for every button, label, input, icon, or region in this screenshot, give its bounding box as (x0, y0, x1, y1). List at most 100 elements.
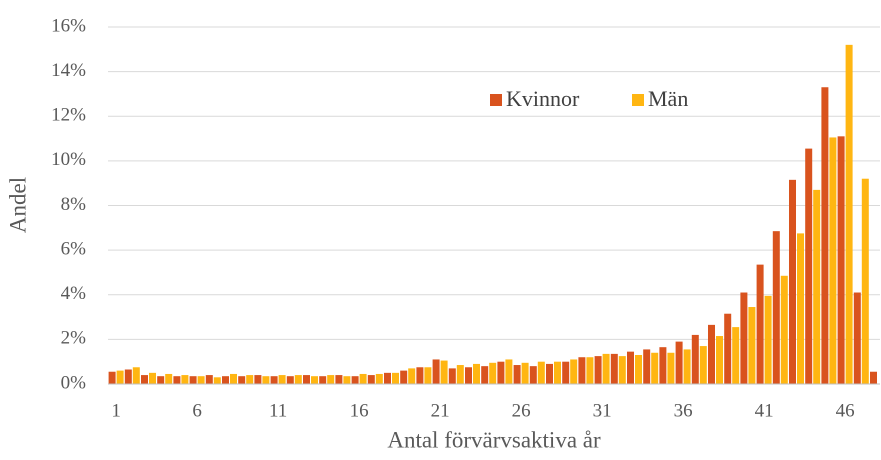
bar (805, 148, 813, 384)
bar (764, 295, 772, 384)
bar (837, 136, 845, 384)
bar (473, 363, 480, 384)
bar (286, 376, 294, 384)
bar (562, 361, 570, 384)
bar (303, 375, 310, 384)
bar (456, 365, 464, 384)
bar (683, 349, 691, 384)
bar (756, 264, 764, 384)
y-tick-label: 14% (51, 60, 86, 81)
bar (797, 233, 804, 384)
bar (780, 275, 788, 384)
bar (643, 349, 651, 384)
x-tick-label: 36 (674, 400, 693, 421)
bar (448, 368, 456, 384)
legend-text: Män (648, 86, 688, 111)
bar (465, 367, 472, 384)
bar (319, 376, 327, 384)
x-tick-label: 16 (350, 400, 369, 421)
bar (440, 360, 448, 384)
bar (335, 375, 343, 384)
bar (546, 363, 553, 384)
bar (254, 375, 262, 384)
bar (651, 352, 659, 384)
bar (675, 341, 683, 384)
bar (724, 313, 732, 384)
bar (262, 376, 270, 384)
bar (108, 371, 116, 384)
bar (667, 352, 675, 384)
bar (311, 376, 318, 384)
bar (861, 178, 869, 384)
bar (691, 334, 699, 384)
y-tick-label: 10% (51, 149, 86, 170)
bar (853, 292, 861, 384)
bar (230, 373, 237, 384)
y-tick-label: 16% (51, 15, 86, 36)
bar (489, 362, 497, 384)
bar (238, 376, 246, 384)
x-tick-label: 41 (755, 400, 774, 421)
bar (845, 44, 853, 384)
bar (602, 353, 610, 384)
legend-text: Kvinnor (506, 86, 580, 111)
bar (537, 361, 545, 384)
bar (586, 357, 594, 384)
bar (213, 377, 221, 384)
bar (618, 356, 626, 384)
legend-swatch (490, 94, 502, 106)
y-tick-label: 8% (61, 194, 87, 215)
bar (189, 376, 197, 384)
x-tick-label: 1 (111, 400, 121, 421)
bar (748, 307, 756, 384)
bar (392, 372, 399, 384)
bar (821, 87, 829, 385)
bar (813, 189, 821, 384)
bar (375, 373, 383, 384)
bar (424, 367, 432, 384)
bar (570, 359, 578, 384)
legend-swatch (632, 94, 644, 106)
bar (432, 359, 440, 384)
x-tick-label: 31 (593, 400, 612, 421)
y-axis-title: Andel (5, 177, 30, 233)
bar (481, 366, 489, 384)
bar (716, 336, 723, 384)
bar (416, 367, 424, 384)
bar (141, 375, 148, 384)
bar (165, 373, 173, 384)
x-tick-label: 21 (431, 400, 450, 421)
bar (205, 375, 213, 384)
bar (222, 376, 229, 384)
bar (870, 371, 877, 384)
bar (789, 179, 796, 384)
bar (635, 354, 642, 384)
bar (343, 376, 351, 384)
bar (708, 324, 715, 384)
bar (197, 376, 205, 384)
bar (659, 347, 667, 384)
bar (578, 357, 586, 384)
y-tick-label: 0% (61, 372, 87, 393)
bar (529, 366, 537, 384)
bar (294, 375, 302, 384)
bar (173, 376, 181, 384)
bar (521, 362, 529, 384)
bar (497, 361, 505, 384)
bar (116, 370, 124, 384)
bar (732, 327, 740, 384)
bar (327, 375, 335, 384)
x-tick-label: 11 (269, 400, 287, 421)
bar (829, 137, 837, 384)
bar (278, 375, 286, 384)
bar (505, 359, 513, 384)
bar (270, 376, 278, 384)
bar (384, 372, 391, 384)
bar (554, 361, 561, 384)
bar (699, 346, 707, 384)
bar (157, 376, 165, 384)
bar (124, 369, 132, 384)
x-tick-label: 6 (192, 400, 202, 421)
y-tick-label: 12% (51, 105, 86, 126)
bar (181, 375, 189, 384)
